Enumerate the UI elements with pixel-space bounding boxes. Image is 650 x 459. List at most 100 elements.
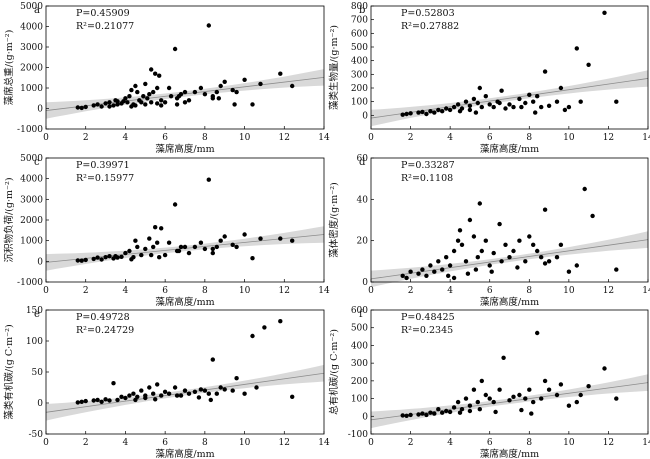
data-point xyxy=(131,391,136,396)
data-point xyxy=(176,94,182,99)
data-point xyxy=(475,399,480,405)
data-point xyxy=(79,399,84,404)
data-point xyxy=(542,378,548,384)
data-point xyxy=(416,110,421,115)
data-point xyxy=(129,87,134,93)
data-point xyxy=(218,385,223,390)
data-point xyxy=(408,412,413,418)
x-tick-label: 14 xyxy=(642,438,650,448)
data-point xyxy=(602,366,607,371)
data-point xyxy=(531,99,536,104)
data-point xyxy=(523,259,528,264)
data-point xyxy=(586,62,591,67)
x-tick-label: 0 xyxy=(368,133,374,143)
r-squared-text: R²=0.1108 xyxy=(401,173,453,184)
panel-letter: e xyxy=(34,309,40,320)
y-tick-label: 300 xyxy=(351,70,368,80)
data-point xyxy=(182,100,188,105)
data-point xyxy=(208,397,213,403)
data-point xyxy=(479,248,484,254)
r-squared-text: R²=0.27882 xyxy=(401,21,459,32)
plot-frame xyxy=(370,5,649,130)
data-point xyxy=(210,250,215,256)
y-tick-label: -1000 xyxy=(17,125,43,135)
data-point xyxy=(210,357,215,362)
data-point xyxy=(166,85,172,91)
data-point xyxy=(444,255,449,260)
data-point xyxy=(420,267,425,272)
data-point xyxy=(155,101,160,106)
data-point xyxy=(127,94,132,99)
x-axis-label: 藻席高度/mm xyxy=(480,143,539,155)
data-point xyxy=(91,256,96,262)
data-point xyxy=(531,399,536,405)
y-tick-label: 40 xyxy=(357,195,369,205)
data-point xyxy=(497,387,502,392)
data-point xyxy=(467,103,473,109)
data-point xyxy=(176,248,182,254)
data-point xyxy=(230,242,235,247)
x-tick-label: 6 xyxy=(487,286,493,296)
x-tick-label: 0 xyxy=(43,438,49,448)
data-point xyxy=(222,387,227,392)
data-point xyxy=(166,240,172,245)
data-point xyxy=(404,413,409,418)
data-point xyxy=(99,399,104,404)
data-point xyxy=(420,411,425,416)
data-point xyxy=(574,46,579,51)
data-point xyxy=(444,408,449,414)
data-point xyxy=(222,234,227,239)
data-point xyxy=(99,257,104,262)
data-point xyxy=(149,100,154,105)
data-point xyxy=(107,398,112,403)
data-point xyxy=(467,403,473,408)
data-point xyxy=(523,396,528,401)
data-point xyxy=(404,275,409,281)
data-point xyxy=(278,71,283,76)
data-point xyxy=(533,110,538,115)
data-point xyxy=(475,255,480,260)
data-point xyxy=(475,100,480,106)
data-point xyxy=(218,83,223,89)
x-tick-label: 8 xyxy=(526,286,532,296)
x-tick-label: 4 xyxy=(123,286,129,296)
y-tick-label: 1000 xyxy=(20,237,43,247)
x-tick-label: 10 xyxy=(239,133,251,143)
data-point xyxy=(467,217,473,223)
data-point xyxy=(115,397,120,403)
data-point xyxy=(210,246,215,252)
data-point xyxy=(157,73,162,78)
data-point xyxy=(172,46,178,52)
data-point xyxy=(436,259,441,264)
x-tick-label: 0 xyxy=(43,286,49,296)
data-point xyxy=(457,410,463,415)
y-tick-label: 0 xyxy=(362,111,368,121)
data-point xyxy=(491,104,496,110)
data-point xyxy=(166,391,172,396)
panel-letter: c xyxy=(34,157,40,168)
data-point xyxy=(155,240,160,245)
data-point xyxy=(574,263,579,268)
x-axis-label: 藻席高度/mm xyxy=(480,296,539,308)
data-point xyxy=(614,267,619,272)
data-point xyxy=(447,263,453,268)
x-tick-label: 0 xyxy=(368,438,374,448)
data-point xyxy=(79,105,84,111)
data-point xyxy=(202,388,208,393)
y-tick-label: -100 xyxy=(348,430,368,440)
data-point xyxy=(103,101,108,106)
data-point xyxy=(440,267,445,272)
data-point xyxy=(111,381,116,386)
data-point xyxy=(139,388,144,393)
data-point xyxy=(546,103,552,109)
y-axis-label: 藻类有机碳/(g C·m⁻²) xyxy=(3,324,15,419)
data-point xyxy=(497,221,502,227)
data-point xyxy=(447,107,453,113)
data-point xyxy=(554,392,560,398)
data-point xyxy=(192,244,198,250)
data-point xyxy=(574,399,579,405)
data-point xyxy=(424,412,429,418)
data-point xyxy=(582,186,587,192)
x-axis-label: 藻席高度/mm xyxy=(155,296,214,308)
